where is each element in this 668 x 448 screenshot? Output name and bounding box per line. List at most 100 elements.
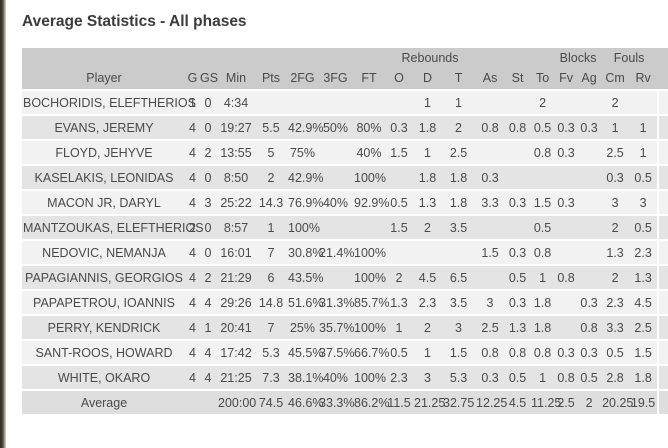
average-stat-cell: 11.25 [530,391,561,416]
player-name: PAPAGIANNIS, GEORGIOS [22,266,186,291]
stat-cell [318,91,353,116]
cutoff-cell [657,191,668,216]
stat-cell: 1 [530,266,556,291]
stat-cell: 21:29 [217,266,255,291]
average-stat-cell: 74.5 [255,391,287,416]
stat-cell: 51.6% [287,291,323,316]
col-header-rv: Rv [629,67,658,91]
stat-cell: 19:27 [217,116,255,141]
average-stat-cell: 200:00 [217,391,256,416]
stat-cell: 1 [530,366,556,391]
stat-cell: 1 [601,116,630,141]
page: Average Statistics - All phases Rebounds… [22,0,668,416]
stat-cell: 38.1% [287,366,323,391]
stat-cell: 1 [413,341,442,366]
player-name: BOCHORIDIS, ELEFTHERIOS [22,91,196,116]
stat-cell: 76.9% [287,191,323,216]
stat-cell: 0.5 [505,266,531,291]
stat-cell: 3.3 [475,191,506,216]
stat-cell: 0.3 [505,241,531,266]
stat-cell: 2 [186,216,199,241]
stat-cell: 43.5% [287,266,323,291]
stat-cell: 3 [601,191,630,216]
stat-cell: 2 [413,316,442,341]
stat-cell: 0.5 [530,116,556,141]
stat-cell [353,91,385,116]
player-row: PAPAGIANNIS, GEORGIOS 4 2 21:29 6 43.5% 100% 2 4… [22,266,668,291]
average-stat-cell: 12.25 [475,391,507,416]
stat-cell: 1 [199,316,217,341]
group-header-spacer [22,48,385,67]
cutoff-cell [657,166,668,191]
cutoff-cell [657,341,668,366]
stat-cell: 0.3 [577,291,602,316]
col-header-o: O [385,67,413,91]
stat-cell: 0.3 [577,341,602,366]
stat-cell: 0 [199,241,217,266]
stat-cell: 17:42 [217,341,255,366]
stat-cell: 1 [413,141,442,166]
stat-cell: 0.3 [475,166,506,191]
col-header-player: Player [22,67,186,91]
stat-cell: 8:57 [217,216,255,241]
stat-cell [505,216,531,241]
stat-cell: 2 [601,216,630,241]
stat-cell [505,91,531,116]
stat-cell [555,216,578,241]
player-name: PERRY, KENDRICK [22,316,186,341]
stat-cell: 14.3 [255,191,287,216]
cutoff-cell [657,266,668,291]
stat-cell: 21.4% [318,241,354,266]
stat-cell: 0.3 [601,166,630,191]
stat-cell: 0.3 [555,341,578,366]
col-header-as: As [475,67,506,91]
player-row: EVANS, JEREMY 4 0 19:27 5.5 42.9% 50% 80% 0.3 1.8… [22,116,668,141]
stat-cell: 0.8 [475,116,506,141]
col-header-ag: Ag [577,67,602,91]
stat-cell: 8:50 [217,166,255,191]
stat-cell: 0.8 [555,366,578,391]
stat-cell: 4 [186,316,199,341]
stat-cell [577,266,602,291]
cutoff-cell [657,241,668,266]
stat-cell: 3 [442,316,476,341]
group-header-fouls: Fouls [601,48,658,67]
stat-cell: 1.3 [413,191,442,216]
stat-cell: 40% [353,141,385,166]
player-name: EVANS, JEREMY [22,116,186,141]
stat-cell: 0.5 [629,166,658,191]
stat-cell: 0.8 [530,141,556,166]
average-stat-cell: 2 [577,391,602,416]
cutoff-cell [657,391,668,416]
stat-cell: 100% [353,241,386,266]
player-row: PAPAPETROU, IOANNIS 4 4 29:26 14.8 51.6% 31.3%… [22,291,668,316]
stat-cell: 0.3 [577,116,602,141]
col-header-min: Min [217,67,255,91]
stat-cell [505,141,531,166]
stat-cell: 2 [530,91,556,116]
stat-cell [629,91,658,116]
stat-cell: 4 [199,341,217,366]
stat-cell: 20:41 [217,316,255,341]
average-stat-cell: 20.25 [601,391,633,416]
average-stat-cell [199,391,217,416]
stat-cell [318,141,353,166]
col-header-2fg: 2FG [287,67,318,91]
stat-cell: 1 [255,216,287,241]
stat-cell [385,91,413,116]
stat-cell: 25% [287,316,318,341]
stat-cell [318,166,353,191]
stat-cell: 1.8 [442,166,476,191]
stat-cell: 4 [186,366,199,391]
stat-cell: 92.9% [353,191,389,216]
stat-cell: 0.3 [505,191,531,216]
group-header-row: Rebounds Blocks Fouls [22,48,668,67]
stat-cell: 35.7% [318,316,354,341]
stat-cell: 1.5 [475,241,506,266]
stat-cell: 4 [186,241,199,266]
window-edge [0,0,6,448]
player-name: KASELAKIS, LEONIDAS [22,166,186,191]
col-header-g: G [186,67,199,91]
stats-table: Rebounds Blocks Fouls Player G GS Min Pts 2FG 3FG… [22,48,668,416]
stat-cell [555,166,578,191]
